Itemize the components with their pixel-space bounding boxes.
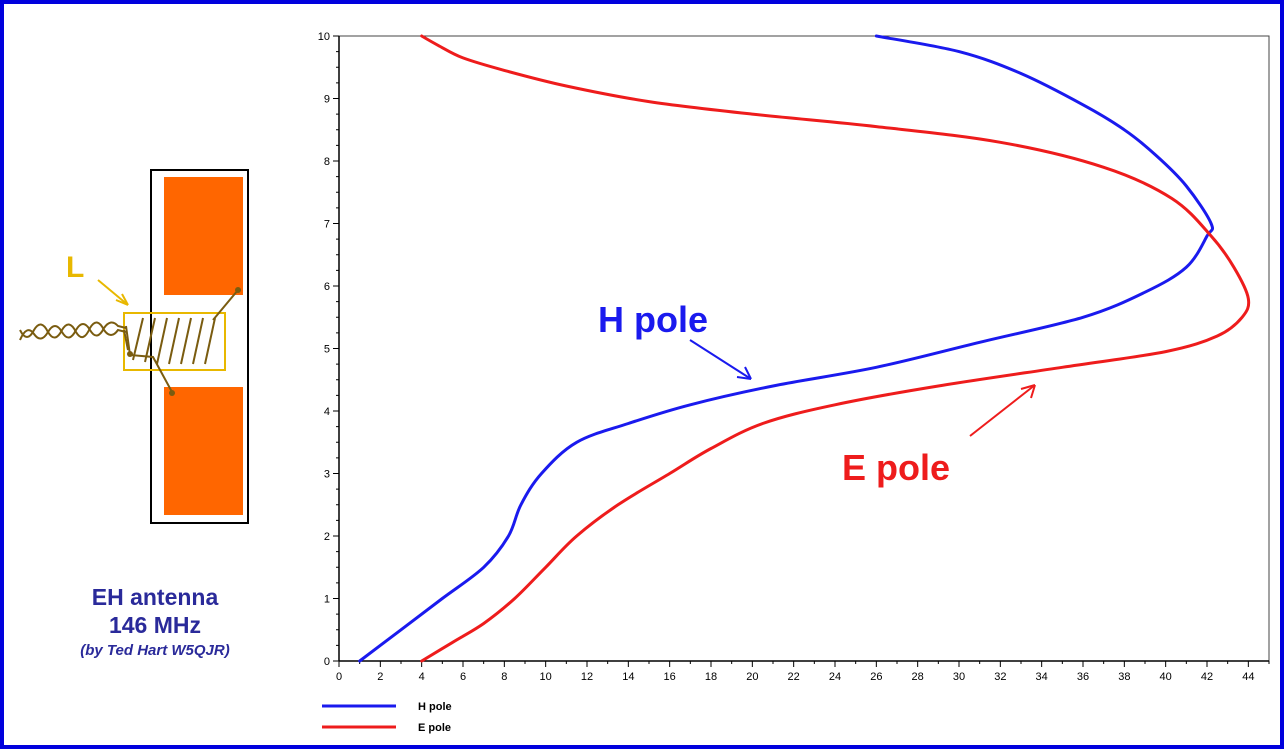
y-tick-label: 3	[324, 469, 330, 481]
plot-area-border	[338, 35, 1270, 662]
legend-label-h-pole: H pole	[418, 701, 452, 713]
legend-label-e-pole: E pole	[418, 722, 451, 734]
y-tick-label: 7	[324, 219, 330, 231]
y-axis-ticks: 0 1 2 3 4 5 6 7 8 9 10	[318, 31, 339, 668]
y-tick-label: 1	[324, 594, 330, 606]
x-tick-label: 34	[1036, 671, 1048, 683]
h-pole-arrow	[689, 339, 752, 380]
pattern-chart: 0 2 4 6 8 10 12 14 16 18 20 22 24 26 28 30 32 34 36 38 40 42 4…	[318, 31, 1270, 734]
x-tick-label: 42	[1201, 671, 1213, 683]
antenna-top-plate	[164, 177, 243, 295]
x-tick-label: 24	[829, 671, 841, 683]
x-tick-label: 38	[1118, 671, 1130, 683]
x-tick-label: 44	[1242, 671, 1254, 683]
chart-axes	[338, 35, 1270, 662]
x-tick-label: 6	[460, 671, 466, 683]
x-axis-ticks: 0 2 4 6 8 10 12 14 16 18 20 22 24 26 28 30 32 34 36 38 40 42 4…	[336, 661, 1270, 683]
x-tick-label: 32	[994, 671, 1006, 683]
wire-terminals	[127, 287, 241, 396]
caption-title: EH antenna	[91, 584, 219, 610]
antenna-bottom-plate	[164, 387, 243, 515]
y-tick-label: 2	[324, 531, 330, 543]
x-tick-label: 40	[1160, 671, 1172, 683]
x-tick-label: 2	[377, 671, 383, 683]
h-pole-annotation: H pole	[598, 299, 708, 340]
x-tick-label: 18	[705, 671, 717, 683]
legend: H pole E pole	[322, 701, 452, 734]
x-tick-label: 30	[953, 671, 965, 683]
y-tick-label: 4	[324, 406, 330, 418]
x-tick-label: 12	[581, 671, 593, 683]
x-tick-label: 4	[419, 671, 425, 683]
twisted-pair-feedline	[19, 321, 127, 341]
coil-windings	[132, 317, 216, 365]
x-tick-label: 10	[540, 671, 552, 683]
x-tick-label: 26	[870, 671, 882, 683]
y-tick-label: 5	[324, 344, 330, 356]
y-tick-label: 9	[324, 94, 330, 106]
x-tick-label: 8	[501, 671, 507, 683]
x-tick-label: 28	[912, 671, 924, 683]
figure-caption: EH antenna 146 MHz (by Ted Hart W5QJR)	[20, 583, 290, 663]
h-pole-line	[358, 34, 1215, 663]
y-tick-label: 0	[324, 656, 330, 668]
eh-antenna-diagram: L	[19, 169, 249, 524]
coil-label: L	[66, 251, 84, 284]
x-tick-label: 14	[622, 671, 634, 683]
x-tick-label: 36	[1077, 671, 1089, 683]
x-tick-label: 0	[336, 671, 342, 683]
series-lines	[358, 34, 1251, 663]
y-tick-label: 6	[324, 281, 330, 293]
e-pole-annotation: E pole	[842, 447, 950, 488]
coil-pointer-arrow	[97, 279, 129, 306]
y-tick-label: 10	[318, 31, 330, 43]
caption-frequency: 146 MHz	[108, 612, 202, 638]
coil-outline	[123, 312, 226, 371]
x-tick-label: 20	[746, 671, 758, 683]
x-tick-label: 16	[664, 671, 676, 683]
x-tick-label: 22	[788, 671, 800, 683]
e-pole-arrow	[969, 384, 1036, 437]
feed-wires	[123, 289, 239, 393]
e-pole-line	[420, 34, 1251, 663]
caption-credit: (by Ted Hart W5QJR)	[80, 642, 230, 659]
y-tick-label: 8	[324, 156, 330, 168]
